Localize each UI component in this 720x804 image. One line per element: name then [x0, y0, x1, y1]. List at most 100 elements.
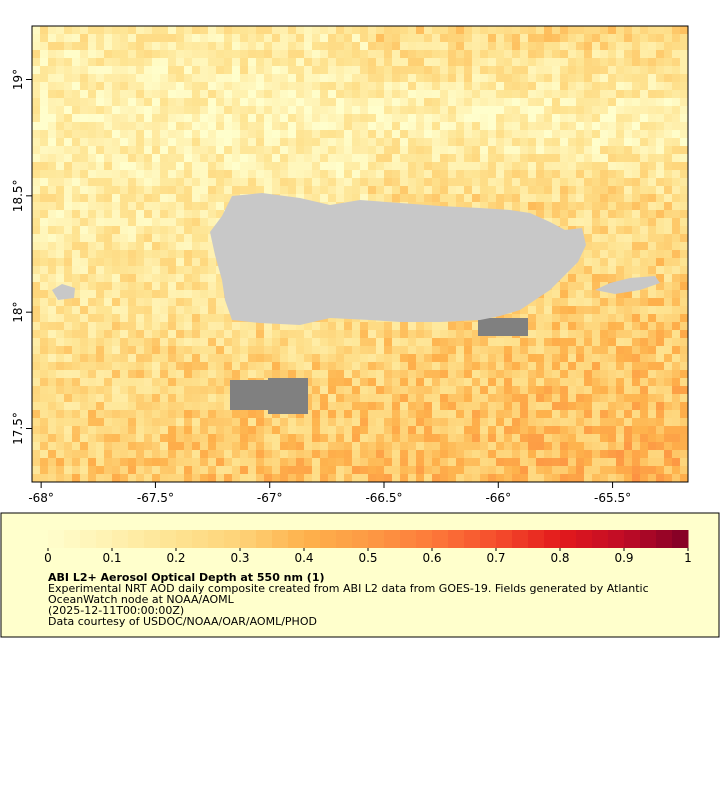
aod-cell: [472, 138, 480, 146]
aod-cell: [336, 178, 344, 186]
aod-cell: [656, 466, 664, 474]
aod-cell: [160, 346, 168, 354]
aod-cell: [336, 58, 344, 66]
aod-cell: [584, 370, 592, 378]
aod-cell: [600, 130, 608, 138]
colorbar-step: [416, 530, 433, 548]
legend-line: OceanWatch node at NOAA/AOML: [48, 593, 235, 606]
aod-cell: [424, 186, 432, 194]
aod-cell: [240, 50, 248, 58]
aod-cell: [432, 466, 440, 474]
aod-cell: [584, 346, 592, 354]
aod-cell: [608, 162, 616, 170]
aod-cell: [208, 186, 216, 194]
aod-cell: [512, 186, 520, 194]
aod-cell: [568, 66, 576, 74]
aod-cell: [240, 138, 248, 146]
aod-cell: [352, 34, 360, 42]
aod-cell: [160, 290, 168, 298]
aod-cell: [144, 178, 152, 186]
aod-cell: [320, 466, 328, 474]
aod-cell: [144, 378, 152, 386]
aod-cell: [144, 450, 152, 458]
aod-cell: [616, 90, 624, 98]
aod-cell: [296, 114, 304, 122]
aod-cell: [624, 450, 632, 458]
aod-cell: [40, 178, 48, 186]
aod-cell: [80, 178, 88, 186]
aod-cell: [240, 66, 248, 74]
aod-cell: [624, 338, 632, 346]
aod-cell: [208, 418, 216, 426]
aod-cell: [104, 354, 112, 362]
aod-cell: [208, 258, 216, 266]
aod-cell: [624, 410, 632, 418]
aod-cell: [160, 306, 168, 314]
aod-cell: [640, 234, 648, 242]
aod-cell: [80, 26, 88, 34]
aod-cell: [552, 74, 560, 82]
aod-cell: [432, 186, 440, 194]
aod-cell: [56, 370, 64, 378]
aod-cell: [592, 234, 600, 242]
aod-cell: [144, 50, 152, 58]
aod-cell: [544, 162, 552, 170]
aod-cell: [504, 426, 512, 434]
aod-cell: [608, 114, 616, 122]
aod-cell: [520, 114, 528, 122]
aod-cell: [440, 434, 448, 442]
aod-cell: [480, 162, 488, 170]
aod-cell: [464, 394, 472, 402]
aod-cell: [464, 162, 472, 170]
aod-cell: [320, 154, 328, 162]
aod-cell: [680, 362, 688, 370]
aod-cell: [440, 178, 448, 186]
aod-cell: [200, 426, 208, 434]
aod-cell: [72, 34, 80, 42]
aod-cell: [264, 370, 272, 378]
aod-cell: [456, 434, 464, 442]
aod-cell: [48, 386, 56, 394]
aod-cell: [576, 82, 584, 90]
aod-cell: [144, 58, 152, 66]
aod-cell: [136, 98, 144, 106]
aod-cell: [192, 370, 200, 378]
aod-cell: [192, 218, 200, 226]
aod-cell: [216, 370, 224, 378]
aod-cell: [496, 130, 504, 138]
aod-cell: [448, 114, 456, 122]
aod-cell: [40, 354, 48, 362]
aod-cell: [152, 402, 160, 410]
aod-cell: [256, 322, 264, 330]
aod-cell: [192, 258, 200, 266]
aod-cell: [624, 266, 632, 274]
aod-cell: [656, 338, 664, 346]
aod-cell: [304, 138, 312, 146]
aod-cell: [48, 202, 56, 210]
aod-cell: [72, 242, 80, 250]
aod-cell: [48, 474, 56, 482]
aod-cell: [224, 354, 232, 362]
aod-cell: [528, 322, 536, 330]
aod-cell: [480, 386, 488, 394]
aod-cell: [344, 66, 352, 74]
aod-cell: [152, 226, 160, 234]
aod-cell: [640, 434, 648, 442]
aod-cell: [672, 226, 680, 234]
aod-cell: [256, 170, 264, 178]
aod-cell: [528, 426, 536, 434]
aod-cell: [112, 322, 120, 330]
aod-cell: [360, 122, 368, 130]
aod-cell: [592, 266, 600, 274]
aod-cell: [184, 330, 192, 338]
aod-cell: [528, 202, 536, 210]
aod-cell: [632, 362, 640, 370]
aod-cell: [88, 258, 96, 266]
aod-cell: [80, 82, 88, 90]
aod-cell: [88, 442, 96, 450]
aod-cell: [288, 74, 296, 82]
aod-cell: [456, 106, 464, 114]
aod-cell: [32, 386, 40, 394]
aod-cell: [528, 42, 536, 50]
aod-cell: [648, 42, 656, 50]
